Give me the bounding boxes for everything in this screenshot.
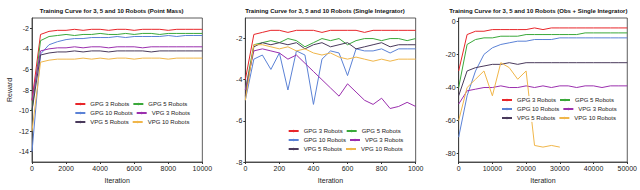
svg-text:-8: -8 <box>236 159 242 166</box>
svg-text:-40: -40 <box>446 84 456 91</box>
svg-text:-4: -4 <box>23 45 29 52</box>
svg-text:0: 0 <box>243 165 247 172</box>
svg-text:-20: -20 <box>446 51 456 58</box>
svg-text:-10: -10 <box>19 107 29 114</box>
svg-text:-6: -6 <box>23 66 29 73</box>
svg-text:2000: 2000 <box>58 165 74 172</box>
svg-text:GPG 5 Robots: GPG 5 Robots <box>148 101 187 107</box>
svg-text:GPG 10 Robots: GPG 10 Robots <box>517 106 559 112</box>
svg-text:600: 600 <box>342 165 354 172</box>
svg-text:GPG 10 Robots: GPG 10 Robots <box>90 110 132 116</box>
svg-text:GPG 5 Robots: GPG 5 Robots <box>575 97 614 103</box>
svg-text:10000: 10000 <box>483 165 503 172</box>
svg-text:-12: -12 <box>19 128 29 135</box>
svg-text:VPG 5 Robots: VPG 5 Robots <box>90 119 128 125</box>
svg-text:6000: 6000 <box>126 165 142 172</box>
svg-text:GPG 3 Robots: GPG 3 Robots <box>90 101 129 107</box>
svg-text:Iteration: Iteration <box>318 177 343 184</box>
svg-text:VPG 10 Robots: VPG 10 Robots <box>574 115 616 121</box>
svg-text:-2: -2 <box>23 25 29 32</box>
svg-text:Iteration: Iteration <box>530 177 555 184</box>
svg-text:VPG 5 Robots: VPG 5 Robots <box>517 115 555 121</box>
svg-text:VPG 3 Robots: VPG 3 Robots <box>152 110 190 116</box>
svg-text:Training Curve for 3, 5 and 10: Training Curve for 3, 5 and 10 Robots (P… <box>40 8 184 14</box>
svg-text:0: 0 <box>452 18 456 25</box>
svg-text:400: 400 <box>308 165 320 172</box>
svg-text:50000: 50000 <box>618 165 638 172</box>
svg-text:VPG 5 Robots: VPG 5 Robots <box>304 146 342 152</box>
svg-text:GPG 3 Robots: GPG 3 Robots <box>517 97 556 103</box>
svg-text:-14: -14 <box>19 148 29 155</box>
svg-text:VPG 10 Robots: VPG 10 Robots <box>148 119 190 125</box>
svg-text:200: 200 <box>274 165 286 172</box>
svg-text:-6: -6 <box>236 117 242 124</box>
svg-text:-8: -8 <box>23 87 29 94</box>
svg-text:8000: 8000 <box>160 165 176 172</box>
svg-text:Training Curve for 3, 5 and 10: Training Curve for 3, 5 and 10 Robots (O… <box>449 8 627 14</box>
svg-text:GPG 5 Robots: GPG 5 Robots <box>362 128 401 134</box>
svg-text:Training Curve for 3, 5 and 10: Training Curve for 3, 5 and 10 Robots (S… <box>245 8 405 14</box>
svg-text:VPG 10 Robots: VPG 10 Robots <box>361 146 403 152</box>
svg-text:GPG 3 Robots: GPG 3 Robots <box>304 128 343 134</box>
svg-text:GPG 10 Robots: GPG 10 Robots <box>304 137 346 143</box>
svg-text:30000: 30000 <box>550 165 570 172</box>
svg-text:40000: 40000 <box>584 165 604 172</box>
svg-text:1000: 1000 <box>408 165 424 172</box>
svg-text:20000: 20000 <box>516 165 536 172</box>
svg-text:VPG 3 Robots: VPG 3 Robots <box>365 137 403 143</box>
svg-text:-60: -60 <box>446 117 456 124</box>
svg-text:VPG 3 Robots: VPG 3 Robots <box>578 106 616 112</box>
svg-text:0: 0 <box>30 165 34 172</box>
svg-text:-4: -4 <box>236 76 242 83</box>
svg-text:4000: 4000 <box>92 165 108 172</box>
svg-text:10000: 10000 <box>193 165 213 172</box>
svg-text:Iteration: Iteration <box>105 177 130 184</box>
svg-text:-80: -80 <box>446 150 456 157</box>
svg-text:-2: -2 <box>236 35 242 42</box>
svg-text:0: 0 <box>457 165 461 172</box>
svg-text:800: 800 <box>376 165 388 172</box>
svg-text:Reward: Reward <box>6 78 13 102</box>
